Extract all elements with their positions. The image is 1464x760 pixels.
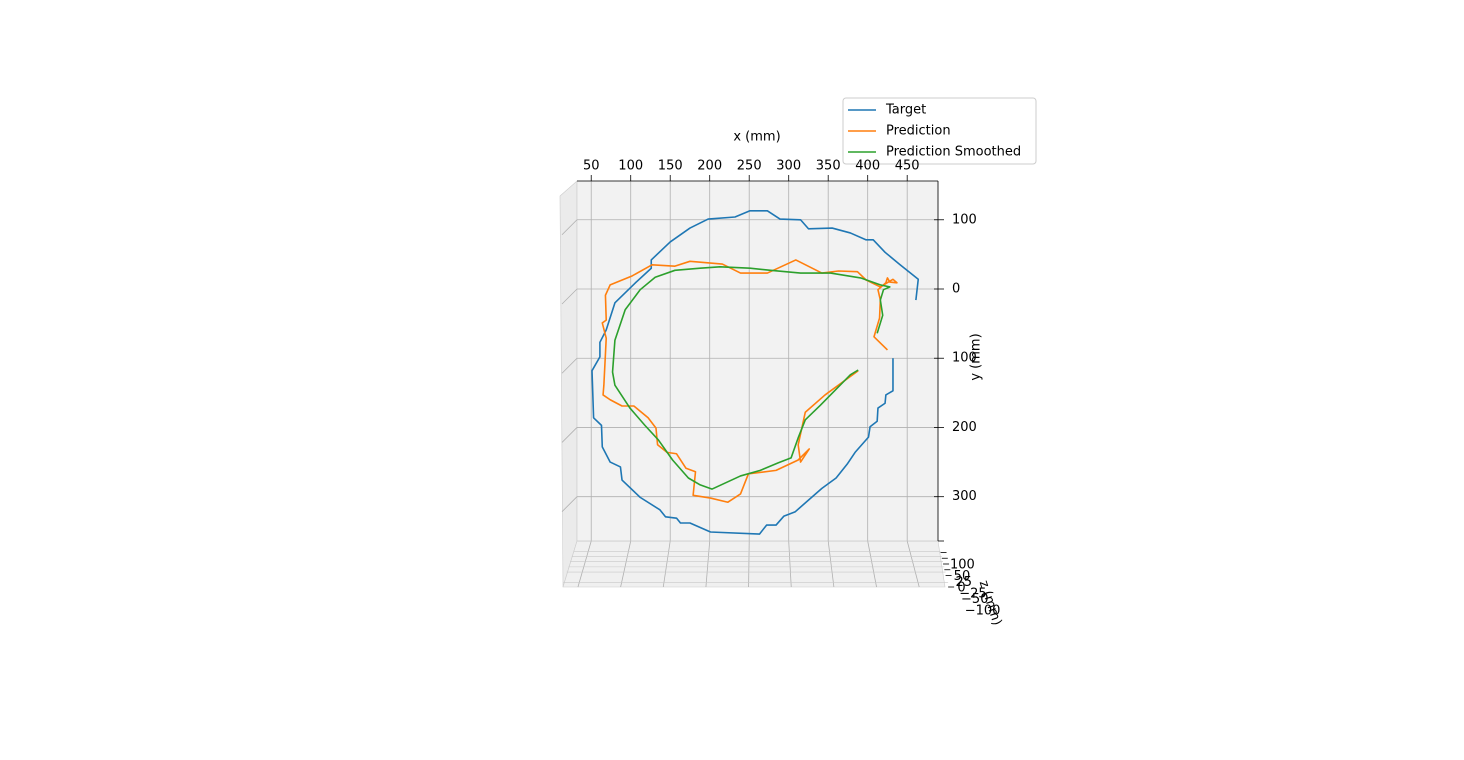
legend: Target Prediction Prediction Smoothed [842, 97, 1037, 165]
back-pane [576, 180, 939, 542]
z-tick-label: −50 [961, 592, 988, 607]
floor-grid-line [788, 540, 792, 588]
x-tick-label: 400 [855, 159, 880, 174]
side-grid-line [561, 219, 578, 236]
legend-label: Prediction Smoothed [886, 145, 1021, 160]
z-tick-label: −25 [959, 586, 986, 601]
floor-grid-line [748, 540, 750, 588]
left-pane [559, 180, 578, 588]
series-line [611, 266, 891, 490]
floor-grid-line [662, 540, 671, 588]
side-grid-line [561, 288, 578, 305]
side-grid-line [561, 496, 578, 512]
y-tick-label: 0 [952, 282, 960, 297]
floor-grid-line [867, 540, 877, 588]
x-tick-label: 450 [895, 159, 920, 174]
x-tick-label: 150 [658, 159, 683, 174]
floor-grid-line [577, 540, 592, 588]
z-tick-label: 25 [956, 575, 973, 590]
legend-label: Target [885, 103, 926, 118]
x-tick-label: 200 [697, 159, 722, 174]
floor-pane [562, 540, 946, 588]
side-grid-line [561, 427, 578, 443]
floor-grid-line [705, 540, 711, 588]
series-line [591, 209, 920, 535]
z-tick-label: 50 [954, 569, 971, 584]
x-axis-label: x (mm) [733, 130, 780, 145]
floor-grid-line [827, 540, 835, 588]
legend-label: Prediction [886, 124, 951, 139]
x-tick-label: 250 [737, 159, 762, 174]
y-axis-label: y (mm) [969, 333, 984, 380]
side-grid-line [561, 357, 578, 374]
grid [561, 181, 949, 588]
x-tick-label: 350 [816, 159, 841, 174]
z-tick-label: 100 [950, 558, 975, 573]
floor-grid-line [906, 540, 920, 588]
z-tick-label: 0 [957, 581, 965, 596]
z-tick-label: −100 [965, 604, 1001, 619]
y-tick-label: 100 [952, 212, 977, 227]
x-tick-label: 100 [618, 159, 643, 174]
x-tick-label: 50 [583, 159, 600, 174]
plot-lines [591, 209, 920, 535]
x-tick-label: 300 [776, 159, 801, 174]
series-line [601, 259, 898, 504]
y-tick-label: 100 [952, 351, 977, 366]
y-tick-label: 200 [952, 420, 977, 435]
legend-box [842, 97, 1037, 165]
floor-grid-line [620, 540, 632, 588]
y-tick-label: 300 [952, 489, 977, 504]
